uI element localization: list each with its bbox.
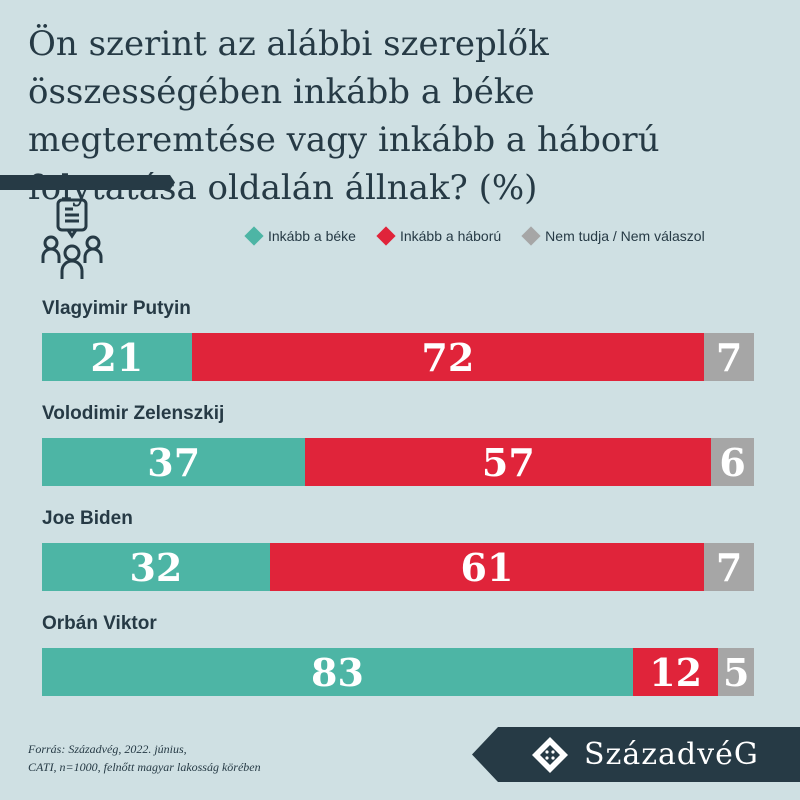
category-label: Joe Biden: [42, 508, 133, 529]
bar-segment: 7: [704, 333, 754, 381]
category-label: Vlagyimir Putyin: [42, 298, 191, 319]
legend-label: Inkább a béke: [268, 228, 356, 244]
data-label: 7: [715, 334, 743, 380]
legend-marker: [244, 226, 264, 246]
legend-label: Inkább a háború: [399, 228, 502, 244]
data-label: 21: [90, 334, 144, 380]
data-label: 12: [649, 649, 703, 695]
data-label: 72: [421, 334, 475, 380]
bar-segment: 12: [632, 648, 719, 696]
data-label: 7: [715, 544, 743, 590]
bar-segment: 72: [191, 333, 705, 381]
source-note: Forrás: Századvég, 2022. június, CATI, n…: [28, 740, 261, 776]
source-line: CATI, n=1000, felnőtt magyar lakosság kö…: [28, 760, 261, 774]
title-divider: [0, 175, 175, 190]
bar-segment: 5: [718, 648, 754, 696]
category-label: Volodimir Zelenszkij: [42, 403, 225, 424]
stacked-bar: 37 57 6: [42, 438, 754, 486]
stacked-bar: 83 12 5: [42, 648, 754, 696]
stacked-bar: 32 61 7: [42, 543, 754, 591]
bar-segment: 37: [42, 438, 306, 486]
people-chat-icon: [41, 198, 103, 279]
chart-title: Ön szerint az alábbi szereplők összesség…: [28, 24, 660, 208]
data-label: 61: [460, 544, 514, 590]
data-label: 6: [719, 439, 746, 485]
data-label: 32: [129, 544, 183, 590]
bar-segment: 83: [42, 648, 633, 696]
logo: SzázadvéG: [472, 727, 800, 782]
legend-item: Inkább a háború: [376, 226, 502, 246]
bar-segment: 7: [704, 543, 754, 591]
legend-marker: [376, 226, 396, 246]
data-label: 37: [147, 439, 201, 485]
source-line: Forrás: Századvég, 2022. június,: [28, 742, 187, 756]
stacked-bar: 21 72 7: [42, 333, 754, 381]
bar-segment: 6: [711, 438, 754, 486]
legend-item: Inkább a béke: [244, 226, 356, 246]
bar-segment: 21: [42, 333, 192, 381]
legend-label: Nem tudja / Nem válaszol: [545, 228, 705, 244]
category-label: Orbán Viktor: [42, 613, 157, 634]
bar-segment: 57: [305, 438, 712, 486]
legend-marker: [521, 226, 541, 246]
legend-item: Nem tudja / Nem válaszol: [521, 226, 705, 246]
bar-segment: 32: [42, 543, 270, 591]
data-label: 5: [722, 649, 750, 695]
logo-text: SzázadvéG: [584, 737, 759, 772]
data-label: 83: [311, 649, 364, 695]
data-label: 57: [481, 439, 535, 485]
ornament-icon: [532, 736, 568, 773]
bar-segment: 61: [269, 543, 705, 591]
legend: Inkább a béke Inkább a háború Nem tudja / …: [244, 226, 705, 246]
